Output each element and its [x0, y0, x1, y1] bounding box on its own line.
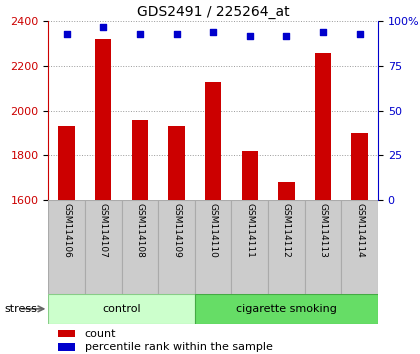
Bar: [341, 200, 378, 294]
Bar: [48, 200, 85, 294]
Text: count: count: [84, 329, 116, 339]
Bar: [85, 200, 121, 294]
Text: GSM114107: GSM114107: [99, 203, 108, 258]
Bar: [168, 126, 185, 200]
Bar: [95, 39, 111, 200]
Text: cigarette smoking: cigarette smoking: [236, 304, 337, 314]
Point: [100, 24, 107, 29]
Text: control: control: [102, 304, 141, 314]
Bar: [131, 120, 148, 200]
Bar: [58, 126, 75, 200]
Text: GSM114114: GSM114114: [355, 203, 364, 258]
Bar: [58, 330, 75, 337]
Text: GSM114112: GSM114112: [282, 203, 291, 258]
Point: [210, 29, 217, 35]
Text: GSM114109: GSM114109: [172, 203, 181, 258]
Bar: [158, 200, 195, 294]
Point: [247, 33, 253, 38]
Bar: [195, 200, 231, 294]
Text: GSM114108: GSM114108: [135, 203, 144, 258]
Bar: [268, 200, 305, 294]
Bar: [205, 81, 221, 200]
Point: [136, 31, 143, 36]
Point: [63, 31, 70, 36]
Bar: [121, 200, 158, 294]
Bar: [278, 182, 295, 200]
Bar: [48, 294, 195, 324]
Text: stress: stress: [4, 304, 37, 314]
Point: [356, 31, 363, 36]
Bar: [195, 294, 378, 324]
Text: GSM114111: GSM114111: [245, 203, 254, 258]
Text: GSM114113: GSM114113: [318, 203, 328, 258]
Point: [283, 33, 290, 38]
Bar: [231, 200, 268, 294]
Text: GSM114110: GSM114110: [209, 203, 218, 258]
Bar: [305, 200, 341, 294]
Title: GDS2491 / 225264_at: GDS2491 / 225264_at: [137, 5, 289, 19]
Point: [320, 29, 326, 35]
Bar: [315, 52, 331, 200]
Point: [173, 31, 180, 36]
Bar: [58, 343, 75, 351]
Bar: [241, 151, 258, 200]
Bar: [352, 133, 368, 200]
Text: GSM114106: GSM114106: [62, 203, 71, 258]
Text: percentile rank within the sample: percentile rank within the sample: [84, 342, 273, 352]
